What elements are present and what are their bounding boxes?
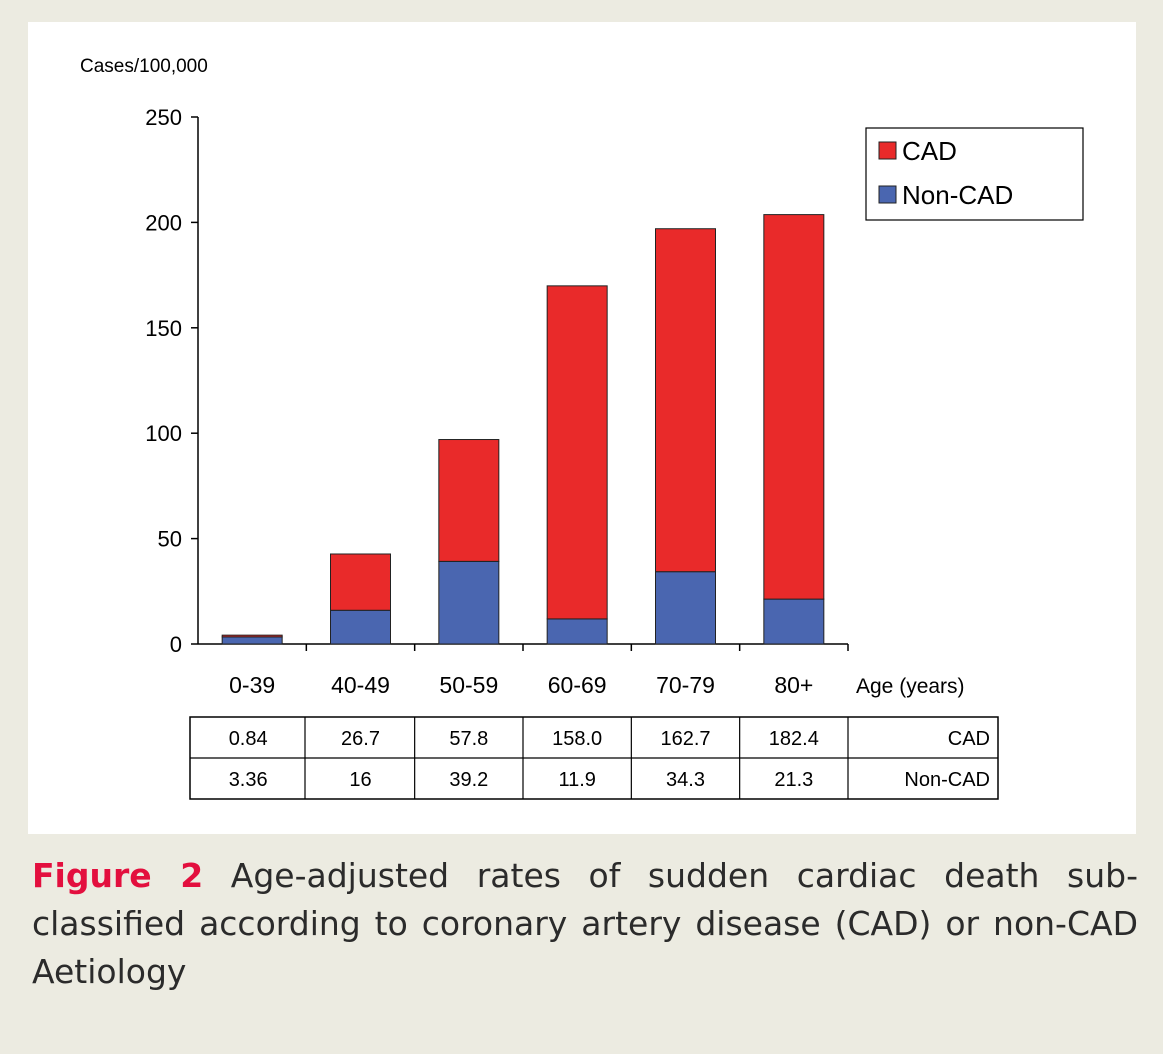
data-table-cell: 26.7 [341,728,380,750]
data-table-cell: 3.36 [229,769,268,791]
y-tick-label: 0 [170,632,182,657]
y-tick-label: 200 [145,210,182,235]
x-tick-label: 0-39 [229,672,275,698]
data-table-cell: 11.9 [558,769,595,791]
bar-cad-50-59 [438,439,500,562]
data-table-row-label: CAD [948,728,990,750]
bar-cad-80+ [763,214,825,600]
data-table-cell: 162.7 [660,728,710,750]
x-axis-label: Age (years) [856,675,965,698]
data-table-cell: 0.84 [229,728,268,750]
bar-cad-40-49 [330,553,391,611]
legend-swatch-cad [878,141,897,160]
legend-label-cad: CAD [902,136,957,166]
data-table-cell: 16 [349,769,371,791]
figure-panel: 0 50 100 150 200 250 Cases/100,000 0-39 40-49 50-… [28,22,1136,834]
stacked-bar-chart: 0 50 100 150 200 250 Cases/100,000 0-39 40-49 50-… [80,56,1084,800]
bar-non-cad-40-49 [330,609,391,645]
data-table-cell: 57.8 [449,728,488,750]
bar-cad-60-69 [546,285,608,620]
bar-cad-70-79 [655,228,716,573]
data-table-cell: 21.3 [774,769,813,791]
bar-non-cad-80+ [763,598,825,645]
data-table-cell: 39.2 [449,769,488,791]
bar-non-cad-70-79 [655,571,716,645]
data-table-cell: 182.4 [769,728,819,750]
y-tick-label: 100 [145,421,182,446]
legend-box [865,127,1084,221]
legend-label-non-cad: Non-CAD [902,180,1013,210]
figure-caption: Figure 2 Age-adjusted rates of sudden ca… [32,852,1138,996]
bar-non-cad-60-69 [546,618,608,645]
bar-non-cad-0-39 [221,636,283,645]
x-tick-label: 60-69 [548,672,607,698]
x-tick-label: 70-79 [656,672,715,698]
legend-swatch-non-cad [878,185,897,204]
data-table-row-label: Non-CAD [904,769,990,791]
y-tick-label: 250 [145,105,182,130]
bar-non-cad-50-59 [438,560,500,645]
y-tick-label: 150 [145,316,182,341]
bar-cad-0-39 [221,634,283,638]
x-tick-label: 50-59 [439,672,498,698]
caption-text: Age-adjusted rates of sudden cardiac dea… [32,856,1138,991]
figure-label: Figure 2 [32,856,204,895]
y-tick-label: 50 [158,527,182,552]
data-table-cell: 34.3 [666,769,705,791]
y-axis-label: Cases/100,000 [80,56,208,77]
x-tick-label: 80+ [774,672,813,698]
x-tick-label: 40-49 [331,672,390,698]
data-table-cell: 158.0 [552,728,602,750]
